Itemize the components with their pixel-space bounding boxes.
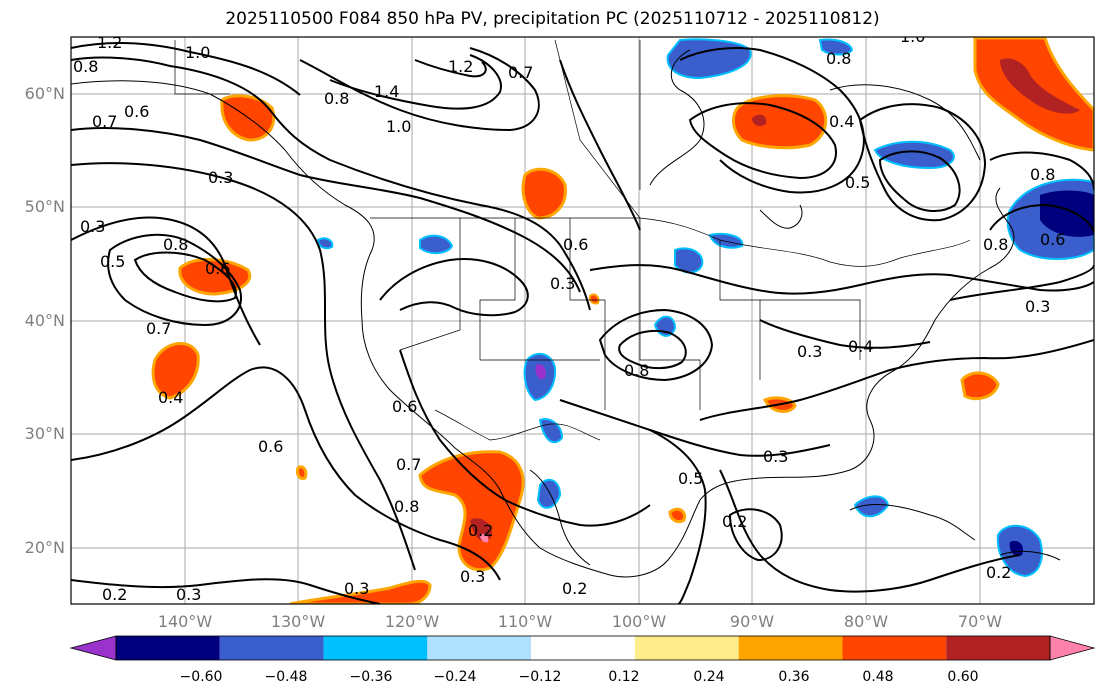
contour-label: 0.5 [678, 469, 703, 488]
lon-label-130w: 130°W [270, 612, 326, 631]
contour-label: 0.7 [146, 319, 171, 338]
contour-label: 0.6 [258, 437, 283, 456]
colorbar-extend-high [1049, 635, 1096, 661]
contour-label: 0.8 [1030, 165, 1055, 184]
colorbar-tick: 0.60 [947, 669, 979, 685]
contour-label: 0.2 [722, 512, 747, 531]
map-frame [70, 36, 1095, 605]
contour-label: 0.3 [460, 567, 485, 586]
graticule [71, 37, 1094, 604]
colorbar [69, 635, 1096, 661]
lat-label-40n: 40°N [24, 311, 65, 330]
colorbar-tick: 0.24 [693, 669, 725, 685]
coastlines [71, 49, 1061, 578]
contour-label: 0.5 [100, 252, 125, 271]
colorbar-segment [634, 636, 739, 660]
contour-label: 0.2 [102, 585, 127, 604]
colorbar-tick: −0.48 [264, 669, 308, 685]
contour-label: 0.7 [508, 63, 533, 82]
contour-label: 0.3 [797, 342, 822, 361]
contour-label: 0.3 [763, 447, 788, 466]
contour-labels: 1.2 1.0 0.8 1.4 1.0 0.8 0.7 1.2 0.7 0.6 … [73, 27, 1065, 604]
precip-shading [151, 37, 1094, 604]
colorbar-segment [219, 636, 324, 660]
contour-label: 0.3 [80, 217, 105, 236]
contour-label: 1.0 [386, 117, 411, 136]
lon-label-120w: 120°W [384, 612, 440, 631]
contour-label: 0.8 [394, 497, 419, 516]
contour-label: 0.7 [92, 112, 117, 131]
contour-label: 0.6 [124, 102, 149, 121]
colorbar-tick: 0.36 [778, 669, 810, 685]
contour-label: 0.6 [563, 235, 588, 254]
lon-label-70w: 70°W [957, 612, 1003, 631]
colorbar-tick: 0.48 [862, 669, 894, 685]
contour-label: 0.3 [1025, 297, 1050, 316]
colorbar-extend-low [69, 635, 117, 661]
contour-label: 0.6 [205, 259, 230, 278]
map-title: 2025110500 F084 850 hPa PV, precipitatio… [225, 9, 880, 29]
contour-label: 0.4 [829, 112, 854, 131]
colorbar-segment [323, 636, 428, 660]
contour-label: 1.2 [97, 33, 122, 52]
contour-label: 0.6 [392, 397, 417, 416]
contour-label: 0.8 [983, 235, 1008, 254]
colorbar-tick: −0.12 [518, 669, 562, 685]
colorbar-segment [738, 636, 843, 660]
contour-label: 0.8 [624, 361, 649, 380]
contour-label: 0.8 [324, 89, 349, 108]
contour-label: 0.3 [176, 585, 201, 604]
colorbar-tick: −0.24 [433, 669, 477, 685]
contour-label: 0.4 [158, 388, 183, 407]
contour-label: 0.7 [396, 455, 421, 474]
pv-contours [71, 42, 1094, 604]
contour-label: 0.2 [986, 563, 1011, 582]
lat-label-20n: 20°N [24, 538, 65, 557]
colorbar-segment [427, 636, 532, 660]
contour-label: 0.8 [826, 49, 851, 68]
contour-label: 0.3 [344, 579, 369, 598]
lon-label-90w: 90°W [729, 612, 775, 631]
contour-label: 0.2 [562, 579, 587, 598]
lat-label-50n: 50°N [24, 197, 65, 216]
lat-label-30n: 30°N [24, 424, 65, 443]
colorbar-segment [116, 636, 220, 660]
colorbar-tick: −0.60 [179, 669, 223, 685]
colorbar-segment [842, 636, 947, 660]
contour-label: 1.4 [374, 82, 399, 101]
lon-label-140w: 140°W [157, 612, 213, 631]
lon-label-80w: 80°W [843, 612, 889, 631]
contour-label: 0.8 [73, 57, 98, 76]
lon-label-110w: 110°W [497, 612, 553, 631]
colorbar-tick: 0.12 [608, 669, 640, 685]
colorbar-segment [946, 636, 1050, 660]
contour-label: 0.3 [550, 274, 575, 293]
contour-label: 0.6 [1040, 230, 1065, 249]
contour-label: 0.8 [163, 235, 188, 254]
contour-label: 0.5 [845, 173, 870, 192]
lon-label-100w: 100°W [611, 612, 667, 631]
contour-label: 0.3 [208, 168, 233, 187]
contour-label: 0.2 [468, 521, 493, 540]
lat-label-60n: 60°N [24, 84, 65, 103]
contour-label: 1.0 [185, 43, 210, 62]
contour-label: 0.4 [848, 337, 873, 356]
colorbar-tick: −0.36 [349, 669, 393, 685]
contour-label: 1.0 [900, 27, 925, 46]
contour-label: 1.2 [448, 57, 473, 76]
colorbar-segment [531, 636, 635, 660]
colorbar-outline [115, 635, 1051, 661]
